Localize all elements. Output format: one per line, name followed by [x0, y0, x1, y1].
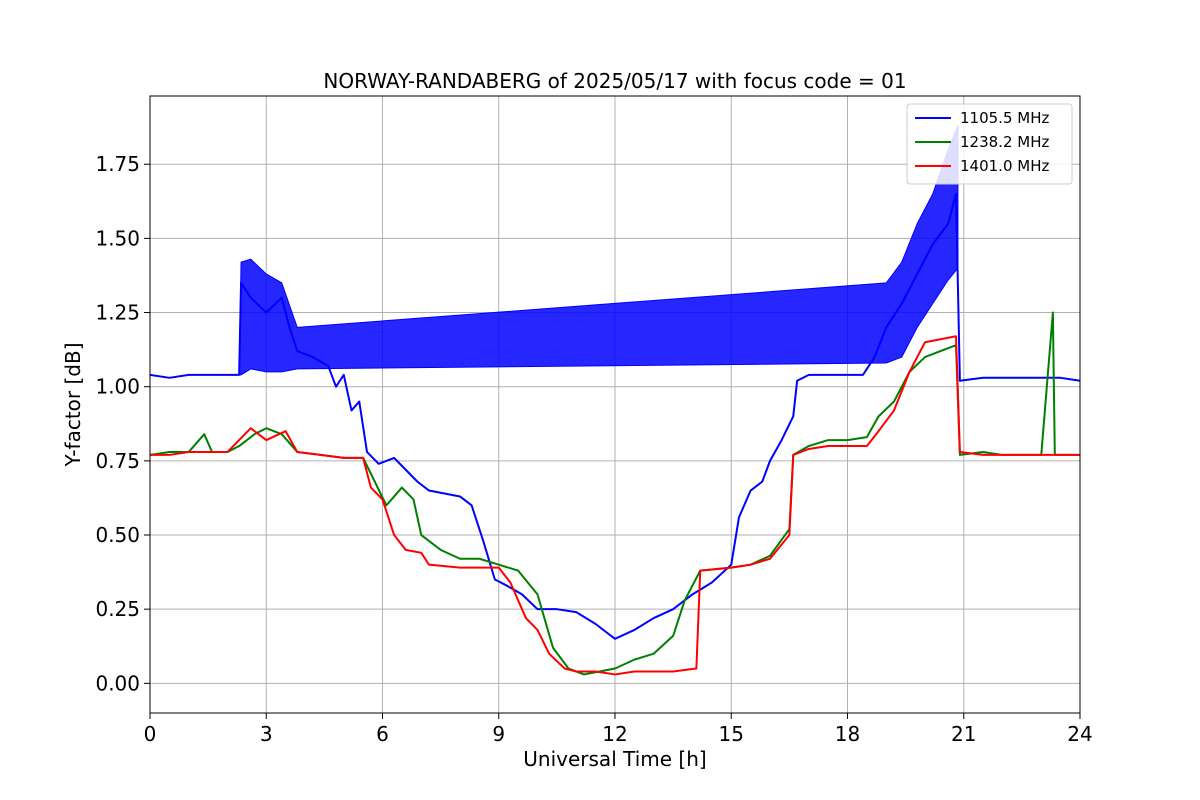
x-tick-label: 21 [951, 722, 976, 746]
axis-ticks: 0 3 6 9 12 15 18 21 24 0.00 0.25 0.50 0.75 1.00 1.25 1.… [95, 152, 1092, 746]
x-axis-label: Universal Time [h] [523, 747, 706, 771]
x-tick-label: 6 [376, 722, 389, 746]
chart-title: NORWAY-RANDABERG of 2025/05/17 with focu… [323, 69, 906, 93]
series-3 [150, 335, 1080, 676]
x-tick-label: 18 [835, 722, 860, 746]
y-tick-label: 0.50 [95, 523, 140, 547]
series-line [149, 311, 1080, 676]
x-tick-label: 9 [492, 722, 505, 746]
series-1 [149, 125, 1081, 640]
legend-label: 1401.0 MHz [960, 157, 1049, 175]
y-tick-label: 0.75 [95, 449, 140, 473]
y-tick-label: 1.50 [95, 226, 140, 250]
y-tick-label: 1.75 [95, 152, 140, 176]
x-tick-label: 3 [260, 722, 273, 746]
x-tick-label: 12 [602, 722, 627, 746]
y-tick-label: 1.25 [95, 301, 140, 325]
series-2 [149, 311, 1080, 676]
x-tick-label: 24 [1067, 722, 1092, 746]
y-axis-label: Y-factor [dB] [61, 342, 85, 467]
series-line [150, 335, 1080, 676]
x-tick-label: 0 [144, 722, 157, 746]
series-line [149, 192, 1081, 640]
legend: 1105.5 MHz 1238.2 MHz 1401.0 MHz [906, 103, 1073, 185]
legend-label: 1105.5 MHz [960, 109, 1049, 127]
x-tick-label: 15 [719, 722, 744, 746]
legend-box [906, 103, 1073, 185]
legend-label: 1238.2 MHz [960, 133, 1049, 151]
y-tick-label: 0.00 [95, 671, 140, 695]
y-tick-label: 1.00 [95, 375, 140, 399]
series-band [238, 125, 959, 376]
y-tick-label: 0.25 [95, 597, 140, 621]
series-layer [149, 125, 1081, 676]
